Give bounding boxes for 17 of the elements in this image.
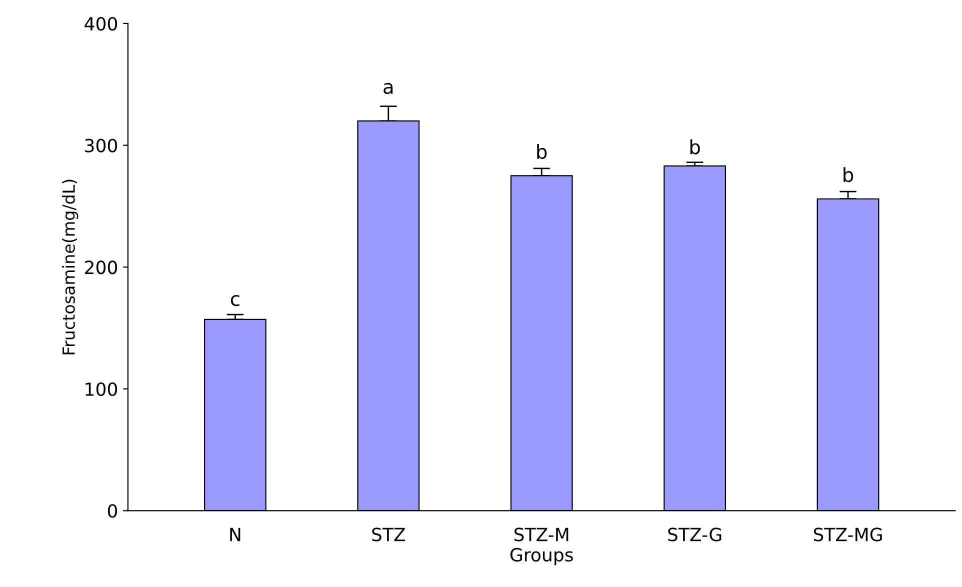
y-tick-label: 0 <box>108 504 118 518</box>
annotation: b <box>537 144 547 160</box>
annotation: c <box>230 294 240 306</box>
y-tick-label: 100 <box>86 382 118 396</box>
x-tick-label: STZ-G <box>668 528 722 542</box>
x-tick-label: N <box>230 528 240 542</box>
annotation: b <box>844 167 854 182</box>
y-tick-label: 300 <box>85 138 118 152</box>
y-tick-label: 400 <box>84 16 118 31</box>
y-tick-label: 200 <box>85 260 118 274</box>
y-axis-title: Fructosamine(mg/dL) <box>62 180 78 354</box>
annotation: a <box>384 82 393 94</box>
x-tick-label: STZ-M <box>514 528 568 542</box>
x-tick-label: STZ-MG <box>814 528 882 542</box>
annotation: b <box>690 139 700 154</box>
x-tick-label: STZ <box>372 528 406 542</box>
x-axis-title: Groups <box>510 548 573 566</box>
